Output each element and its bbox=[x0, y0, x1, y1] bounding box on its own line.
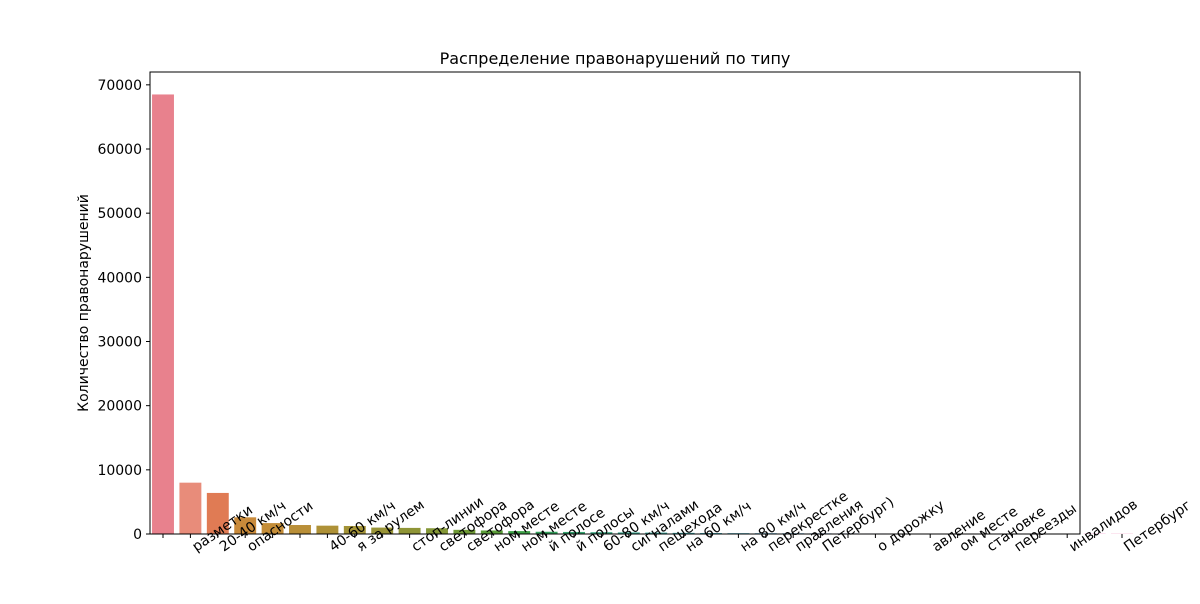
y-tick-label: 20000 bbox=[97, 399, 142, 415]
y-tick-label: 50000 bbox=[97, 206, 142, 222]
bars bbox=[152, 94, 1133, 534]
bar bbox=[316, 526, 338, 534]
bar bbox=[152, 94, 174, 534]
y-tick-label: 70000 bbox=[97, 78, 142, 94]
y-tick-label: 0 bbox=[133, 527, 142, 543]
y-tick-label: 10000 bbox=[97, 463, 142, 479]
chart-title: Распределение правонарушений по типу bbox=[440, 49, 791, 68]
y-axis: 0 10000 20000 30000 40000 50000 60000 70000 bbox=[97, 78, 150, 543]
bar bbox=[399, 528, 421, 534]
plot-frame bbox=[150, 72, 1080, 534]
y-tick-label: 40000 bbox=[97, 270, 142, 286]
y-axis-label: Количество правонарушений bbox=[76, 194, 92, 412]
y-tick-label: 60000 bbox=[97, 142, 142, 158]
y-tick-label: 30000 bbox=[97, 335, 142, 351]
bar bbox=[179, 483, 201, 534]
